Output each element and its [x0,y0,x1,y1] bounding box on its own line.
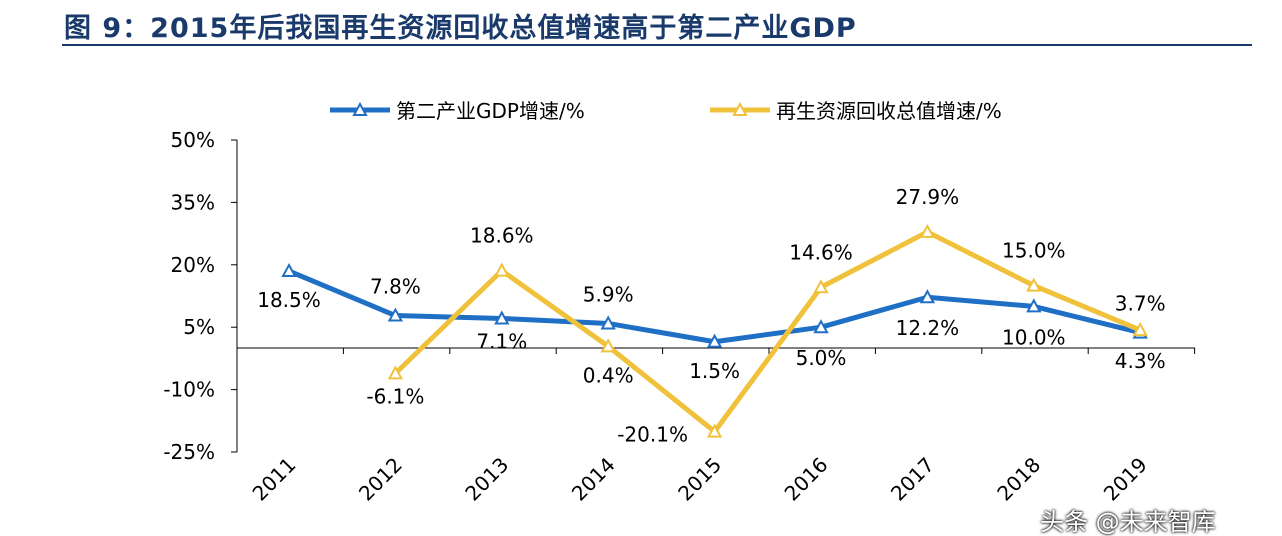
chart-title: 图 9：2015年后我国再生资源回收总值增速高于第二产业GDP [64,13,857,44]
watermark: 头条 @未来智库 [1040,508,1216,536]
data-point-marker [813,319,829,334]
data-label: 15.0% [1002,239,1066,263]
data-label: 5.0% [796,346,847,370]
legend-marker [352,101,368,116]
data-point-marker [706,333,723,348]
data-label: 18.5% [257,288,321,312]
y-tick-label: -10% [163,378,215,402]
data-label: 1.5% [689,359,740,383]
data-label: 18.6% [470,224,534,248]
x-tick-label: 2011 [248,453,301,506]
data-point-marker [1026,298,1042,313]
x-tick-label: 2015 [673,453,726,506]
data-point-marker [387,365,404,380]
y-tick-label: 5% [183,315,215,339]
legend-marker [732,101,748,116]
data-point-marker [494,310,510,325]
y-tick-label: 35% [171,190,215,214]
data-label: 4.3% [1115,349,1166,373]
x-tick-label: 2016 [780,453,833,506]
x-tick-label: 2017 [886,453,939,506]
x-tick-label: 2018 [992,453,1045,506]
data-label: -20.1% [617,423,688,447]
y-tick-label: 50% [171,128,215,152]
data-point-marker [813,279,829,294]
data-label: 12.2% [896,316,960,340]
x-tick-label: 2012 [354,453,407,506]
y-tick-label: 20% [171,253,215,277]
data-label: 7.1% [476,329,527,353]
data-label: 7.8% [370,275,421,299]
data-point-marker [1026,277,1042,292]
data-label: -6.1% [366,384,424,408]
data-label: 27.9% [896,185,960,209]
data-label: 0.4% [583,363,634,387]
legend-label: 再生资源回收总值增速/% [776,99,1002,123]
data-point-marker [387,307,404,322]
data-label: 14.6% [789,240,853,264]
data-point-marker [706,423,723,438]
x-tick-label: 2014 [567,453,620,506]
series-line-1 [393,229,1142,435]
data-label: 3.7% [1115,292,1166,316]
data-point-marker [600,315,616,330]
data-label: 5.9% [583,282,634,306]
data-label: 10.0% [1002,325,1066,349]
title-rule [62,44,1252,46]
data-point-marker [919,223,936,238]
data-point-marker [494,262,510,277]
data-point-marker [1132,322,1148,337]
data-point-marker [919,289,936,304]
data-point-marker [600,338,616,353]
y-tick-label: -25% [163,440,215,464]
x-tick-label: 2013 [460,453,513,506]
legend-label: 第二产业GDP增速/% [396,99,585,123]
data-point-marker [281,262,297,278]
x-tick-label: 2019 [1099,453,1152,506]
